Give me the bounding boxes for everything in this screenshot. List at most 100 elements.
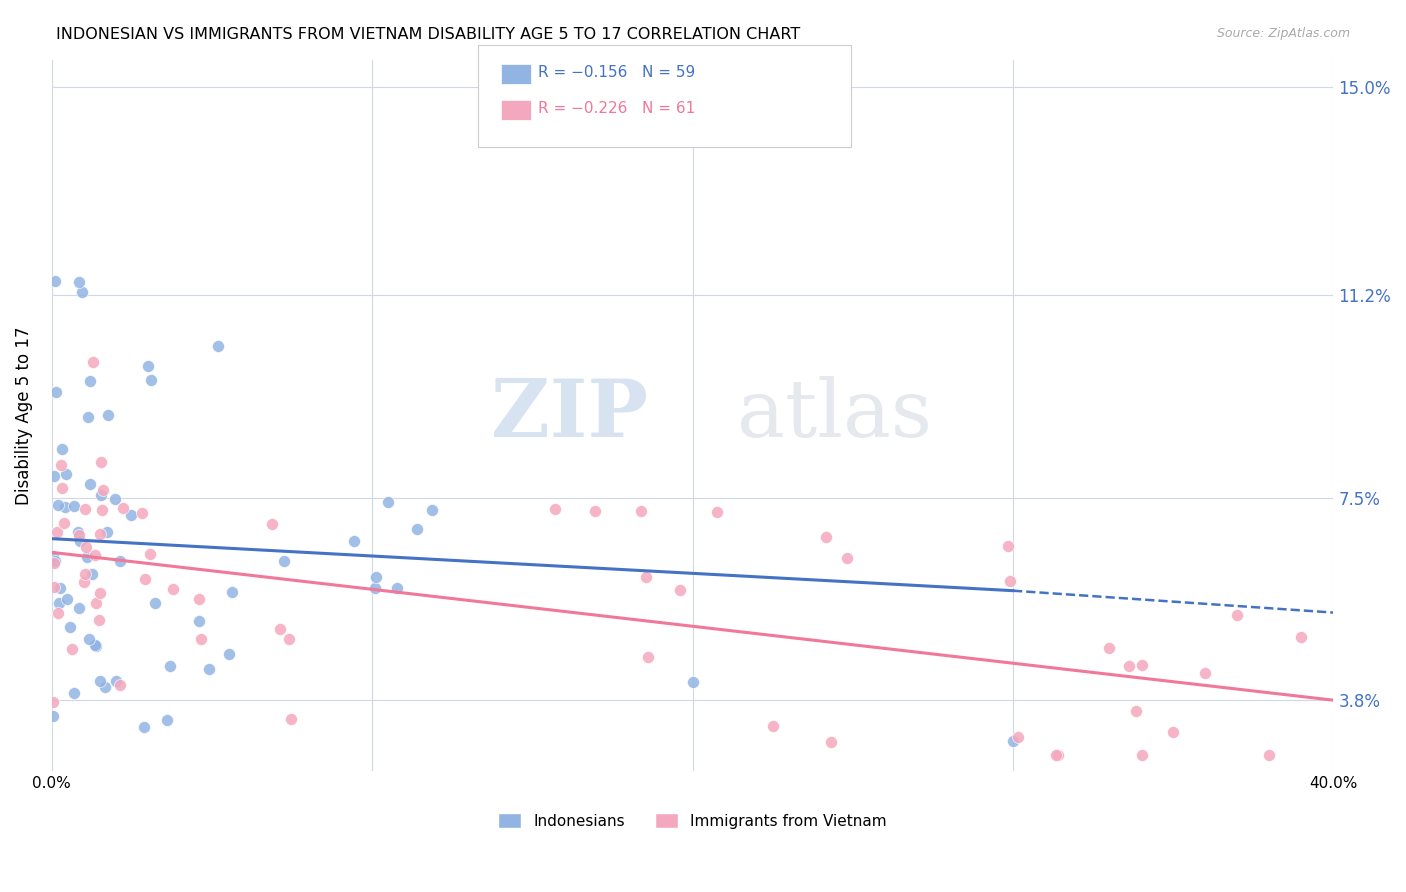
Point [1130, 657, 1153, 672]
Point [79, 476, 101, 491]
Point [136, 359, 159, 373]
Point [1194, 666, 1216, 681]
Point [96, 525, 118, 540]
Point [97, 409, 120, 423]
Point [60, 642, 83, 657]
Point [42, 469, 65, 483]
Point [198, 663, 221, 677]
Point [73, 567, 96, 582]
Point [159, 659, 181, 673]
Point [42, 557, 65, 571]
Point [134, 572, 156, 586]
Point [44, 554, 66, 568]
Point [67, 275, 90, 289]
Point [156, 713, 179, 727]
Point [111, 500, 134, 515]
Point [48, 596, 70, 610]
Point [139, 547, 162, 561]
Point [69, 528, 91, 542]
Point [131, 507, 153, 521]
Point [42, 709, 65, 723]
Text: R = −0.156   N = 59: R = −0.156 N = 59 [538, 65, 696, 80]
Point [53, 516, 76, 530]
Text: ZIP: ZIP [491, 376, 648, 455]
Point [835, 551, 858, 566]
Point [73, 574, 96, 589]
Point [1291, 630, 1313, 644]
Point [63, 499, 86, 513]
Point [94, 680, 117, 694]
Point [669, 583, 692, 598]
Point [83, 639, 105, 653]
Point [76, 549, 98, 564]
Point [46, 606, 69, 620]
Point [377, 495, 399, 509]
Point [44, 274, 66, 288]
Point [62, 686, 84, 700]
Point [42, 549, 65, 563]
Point [1258, 747, 1281, 762]
Point [762, 719, 785, 733]
Point [90, 455, 112, 469]
Point [84, 640, 107, 654]
Point [59, 620, 82, 634]
Point [105, 674, 128, 689]
Point [46, 524, 69, 539]
Point [997, 539, 1019, 553]
Point [706, 505, 728, 519]
Point [67, 600, 90, 615]
Point [83, 548, 105, 562]
Point [269, 622, 291, 636]
Point [1125, 704, 1147, 718]
Point [75, 502, 97, 516]
Point [188, 614, 211, 628]
Point [91, 483, 114, 497]
Point [90, 488, 112, 502]
Point [1000, 574, 1022, 588]
Point [273, 554, 295, 568]
Point [814, 530, 837, 544]
Text: R = −0.226   N = 61: R = −0.226 N = 61 [538, 101, 696, 116]
Point [406, 522, 429, 536]
Point [49, 581, 72, 595]
Point [89, 586, 111, 600]
Point [89, 673, 111, 688]
Point [45, 384, 67, 399]
Point [218, 648, 240, 662]
Point [120, 508, 142, 523]
Point [49, 458, 72, 473]
Point [69, 533, 91, 548]
Y-axis label: Disability Age 5 to 17: Disability Age 5 to 17 [15, 326, 32, 505]
Text: Source: ZipAtlas.com: Source: ZipAtlas.com [1216, 27, 1350, 40]
Point [280, 712, 302, 726]
Text: atlas: atlas [737, 376, 932, 455]
Point [207, 339, 229, 353]
Point [364, 581, 387, 595]
Point [42, 580, 65, 594]
Point [1001, 734, 1024, 748]
Legend: Indonesians, Immigrants from Vietnam: Indonesians, Immigrants from Vietnam [492, 806, 893, 835]
Point [1161, 725, 1184, 739]
Point [1130, 747, 1153, 762]
Point [89, 613, 111, 627]
Point [1118, 658, 1140, 673]
Point [820, 735, 842, 749]
Point [260, 517, 283, 532]
Point [82, 567, 104, 582]
Point [139, 373, 162, 387]
Point [1098, 640, 1121, 655]
Point [343, 533, 366, 548]
Point [55, 592, 77, 607]
Point [75, 540, 97, 554]
Point [221, 584, 243, 599]
Point [132, 721, 155, 735]
Point [364, 570, 387, 584]
Point [89, 527, 111, 541]
Point [104, 492, 127, 507]
Point [682, 674, 704, 689]
Point [1007, 730, 1029, 744]
Point [67, 525, 90, 540]
Point [77, 632, 100, 646]
Point [634, 570, 657, 584]
Point [79, 374, 101, 388]
